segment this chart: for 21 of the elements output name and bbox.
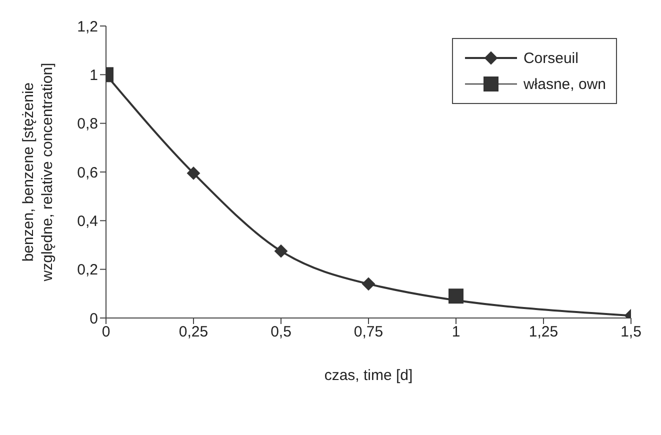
x-tick-label: 0,25 — [178, 324, 208, 341]
x-tick-label: 0 — [102, 324, 110, 341]
x-tick-label: 0,75 — [354, 324, 384, 341]
x-axis-title: czas, time [d] — [324, 367, 413, 384]
y-tick-label: 0 — [90, 310, 98, 328]
x-tick-label: 1 — [452, 324, 460, 341]
x-tick-label: 1,5 — [620, 324, 642, 341]
y-tick-label: 0,4 — [77, 212, 98, 230]
y-tick-label: 0,8 — [77, 116, 98, 133]
y-tick-label: 1 — [90, 66, 98, 84]
y-tick-label: 0,6 — [77, 164, 98, 182]
y-tick-label: 1,2 — [77, 18, 98, 36]
y-axis-title: benzen, benzene [stężenie względne, relative concentration] — [20, 62, 56, 282]
legend-label: własne, own — [523, 76, 606, 92]
point — [187, 166, 200, 180]
point — [274, 244, 288, 258]
x-tick-label: 0,5 — [270, 324, 292, 341]
point — [362, 277, 375, 290]
x-tick-label: 1,25 — [528, 324, 558, 341]
y-tick-label: 0,2 — [77, 262, 98, 279]
legend-label: Corseuil — [523, 50, 578, 66]
